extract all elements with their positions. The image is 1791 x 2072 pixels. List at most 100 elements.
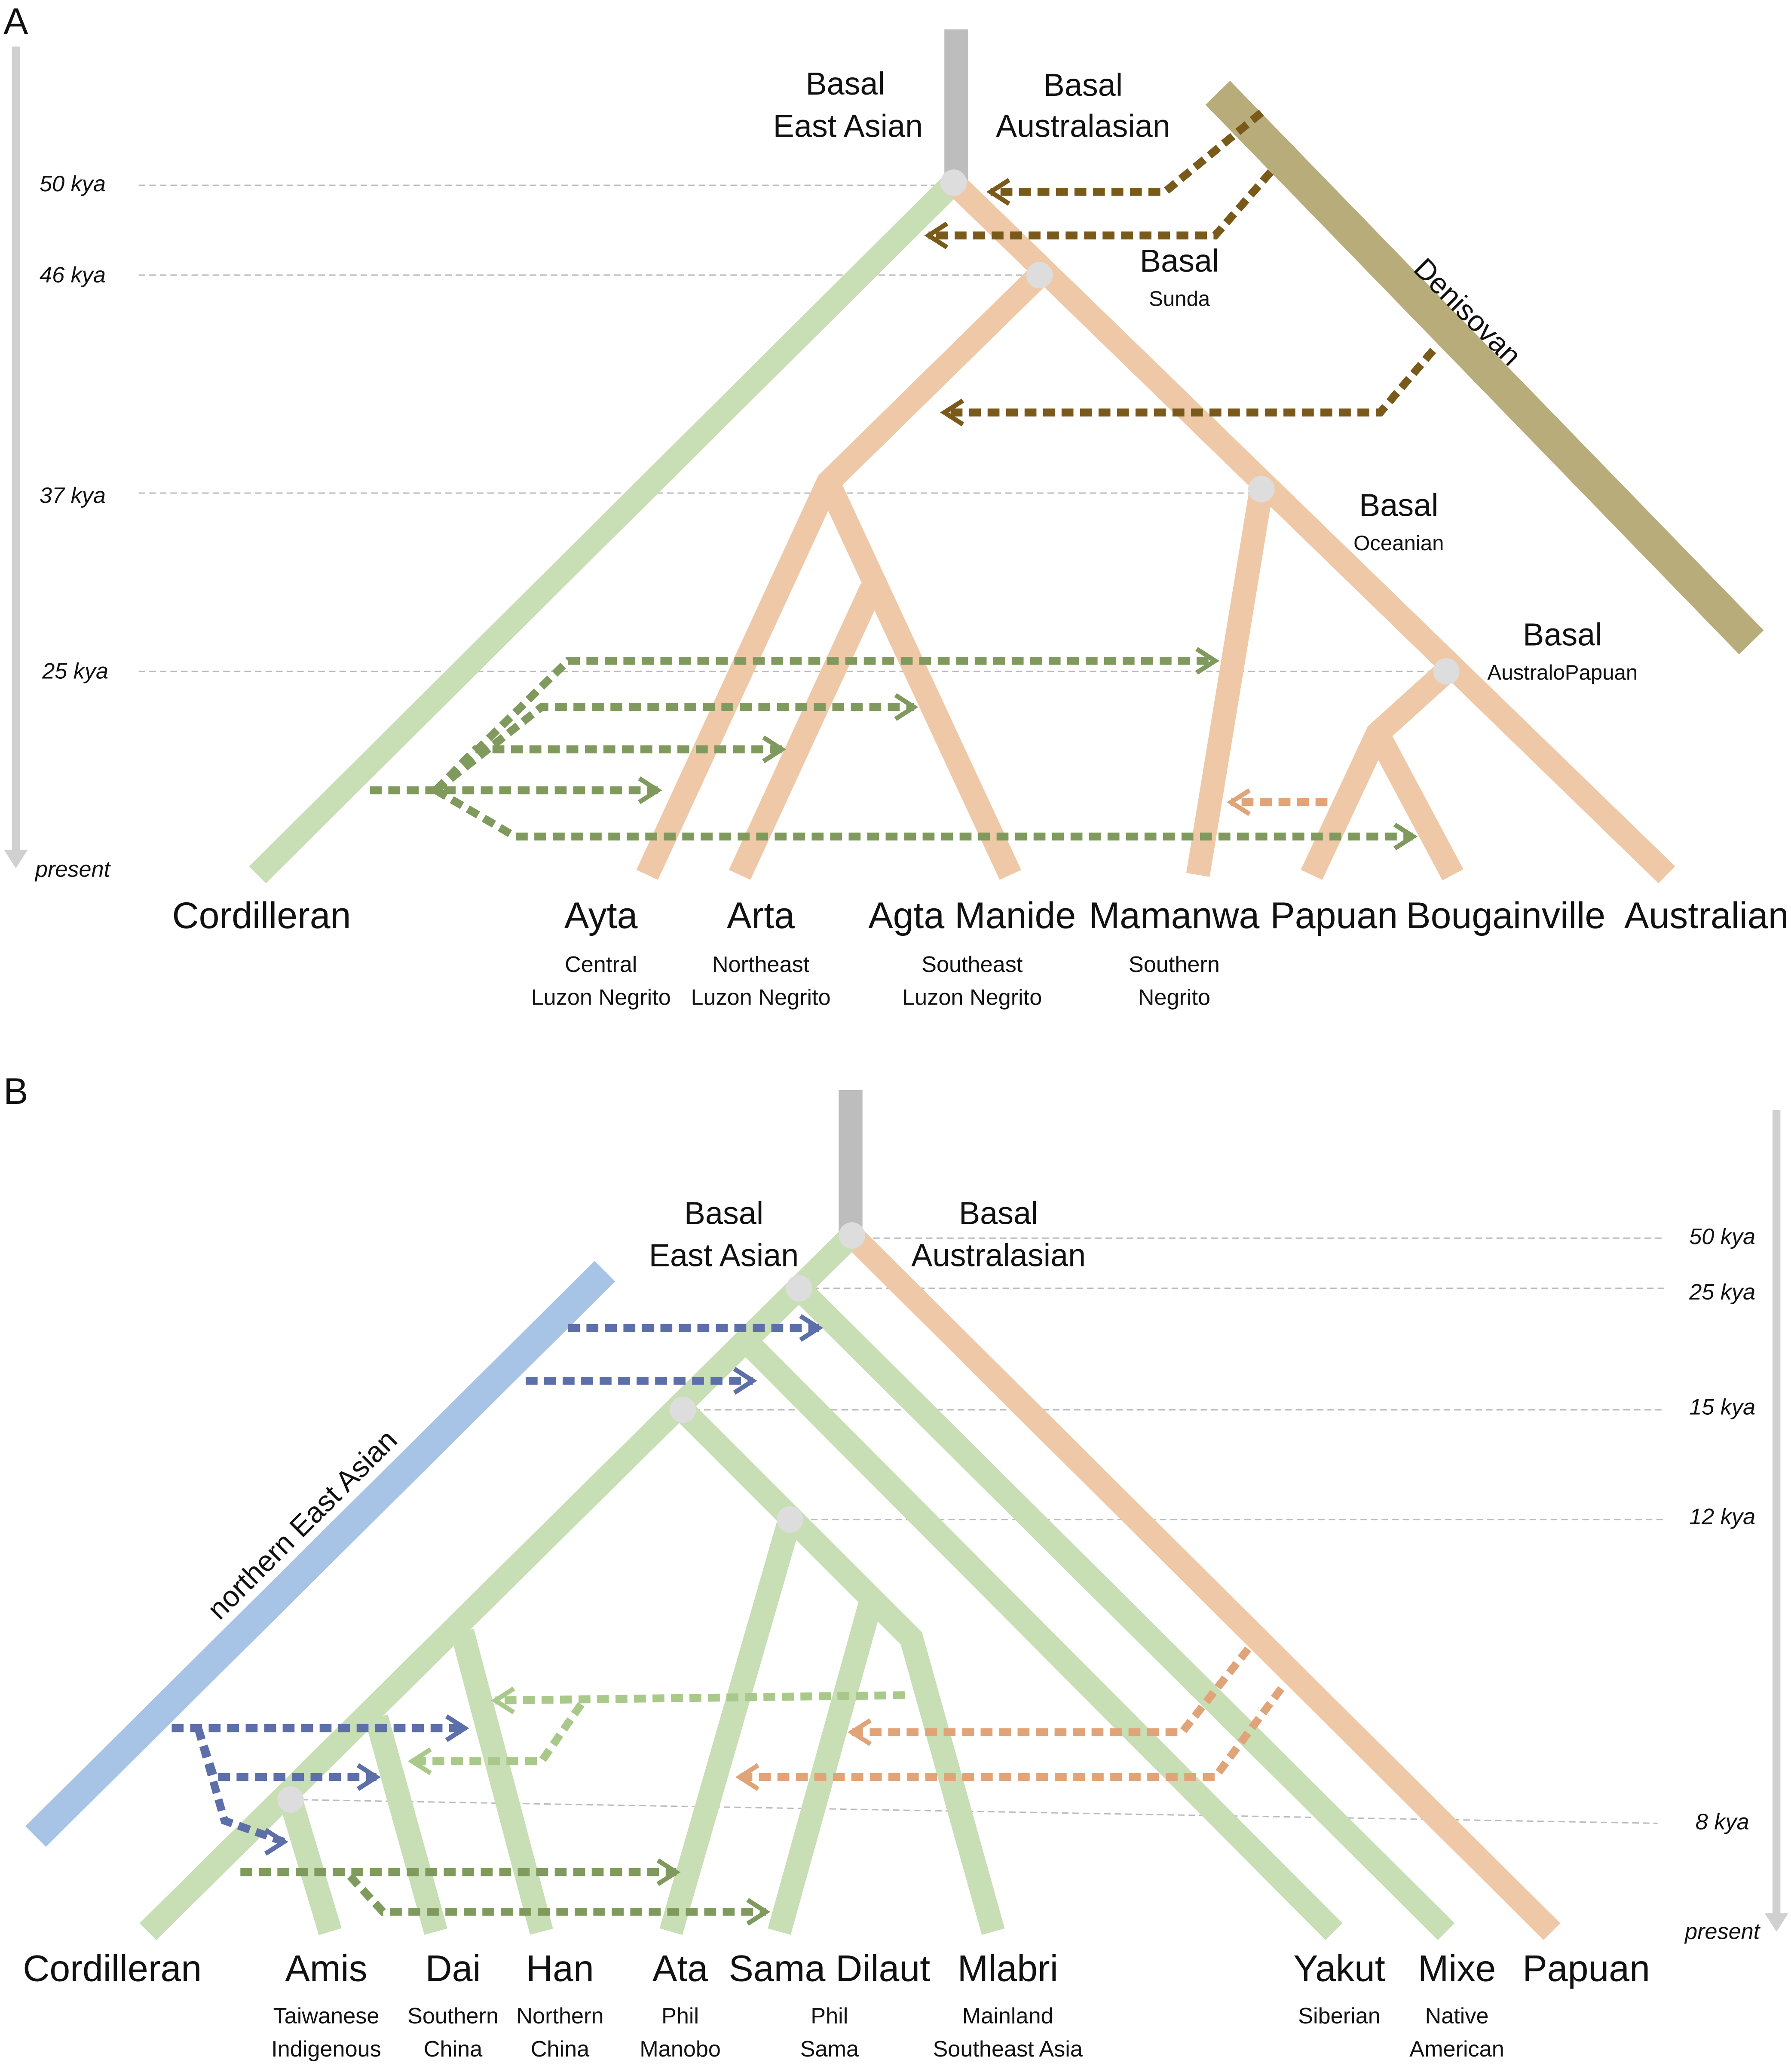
arrow-head bbox=[924, 221, 949, 249]
clade-label: Australasian bbox=[911, 1238, 1086, 1273]
population-name: Cordilleran bbox=[23, 1948, 202, 1989]
population-name: Agta Manide bbox=[868, 895, 1076, 936]
time-label: 37 kya bbox=[40, 483, 106, 508]
clade-label: Basal bbox=[1044, 67, 1123, 103]
time-label: 25 kya bbox=[1689, 1280, 1755, 1305]
arrow-head bbox=[638, 776, 662, 804]
population-name: Han bbox=[526, 1948, 594, 1989]
arrow-head bbox=[491, 1686, 515, 1714]
clade-label: AustraloPapuan bbox=[1487, 661, 1638, 684]
clade-label: Basal bbox=[684, 1195, 763, 1231]
clade-label: East Asian bbox=[649, 1238, 799, 1273]
branch bbox=[1186, 487, 1274, 877]
node bbox=[670, 1396, 696, 1423]
population-description: Taiwanese bbox=[273, 2004, 380, 2029]
gene-flow-arrow bbox=[944, 348, 1436, 417]
gene-flow-arrow bbox=[347, 1873, 766, 1916]
population-name: Papuan bbox=[1270, 895, 1398, 936]
time-label: 15 kya bbox=[1689, 1395, 1755, 1419]
population-name: Yakut bbox=[1293, 1948, 1385, 1989]
gene-flow-arrow bbox=[412, 1702, 585, 1765]
branch bbox=[945, 174, 1675, 883]
branch bbox=[790, 1280, 1455, 1940]
clade-label: Oceanian bbox=[1353, 531, 1444, 555]
arrow-head bbox=[733, 1367, 757, 1395]
population-description: Siberian bbox=[1298, 2004, 1381, 2029]
arrow-head bbox=[735, 1763, 759, 1791]
branch bbox=[729, 583, 883, 880]
population-name: Arta bbox=[727, 895, 795, 936]
branch bbox=[768, 1595, 883, 1935]
branch bbox=[365, 1714, 447, 1935]
clade-label: East Asian bbox=[773, 108, 923, 144]
gene-flow-arrow bbox=[433, 745, 782, 793]
node bbox=[1026, 262, 1053, 288]
population-name: Papuan bbox=[1522, 1948, 1650, 1989]
arrow-head bbox=[656, 1858, 681, 1886]
branch bbox=[659, 1516, 802, 1935]
time-label: 50 kya bbox=[40, 172, 106, 196]
arrow-head bbox=[848, 1718, 872, 1746]
population-description: Luzon Negrito bbox=[902, 985, 1042, 1010]
time-label: 50 kya bbox=[1689, 1224, 1755, 1249]
clade-label: Sunda bbox=[1149, 287, 1210, 310]
archaic-branch bbox=[1205, 81, 1764, 655]
arrow-head bbox=[264, 1828, 288, 1856]
arrow-head bbox=[746, 1898, 771, 1926]
population-description: Phil bbox=[811, 2004, 848, 2029]
gene-flow-arrow bbox=[928, 169, 1274, 239]
branch bbox=[817, 477, 1021, 880]
branch bbox=[1367, 728, 1463, 881]
population-description: Southern bbox=[407, 2004, 499, 2029]
gene-flow-arrow bbox=[434, 787, 1414, 841]
population-description: China bbox=[424, 2037, 483, 2062]
population-name: Ayta bbox=[564, 895, 638, 936]
population-description: Luzon Negrito bbox=[691, 985, 830, 1010]
branch bbox=[279, 1796, 342, 1935]
population-description: Negrito bbox=[1138, 985, 1210, 1010]
arrow-head bbox=[986, 178, 1010, 206]
arrow-head bbox=[762, 735, 787, 763]
node bbox=[839, 1222, 865, 1249]
population-description: Native bbox=[1425, 2004, 1488, 2029]
clade-label: Basal bbox=[959, 1195, 1038, 1231]
population-name: Mlabri bbox=[958, 1948, 1058, 1989]
population-description: Northern bbox=[516, 2004, 603, 2029]
population-description: American bbox=[1409, 2037, 1504, 2062]
population-name: Mixe bbox=[1418, 1948, 1496, 1989]
population-description: Luzon Negrito bbox=[531, 985, 671, 1010]
clade-label: Basal bbox=[1523, 616, 1602, 652]
population-description: Northeast bbox=[712, 952, 810, 977]
clade-label: Australasian bbox=[996, 108, 1170, 144]
node bbox=[940, 169, 967, 196]
gene-flow-arrow bbox=[194, 1727, 285, 1846]
time-label: 8 kya bbox=[1696, 1809, 1749, 1834]
node bbox=[1248, 476, 1275, 503]
population-name: Amis bbox=[285, 1948, 367, 1989]
population-description: China bbox=[531, 2037, 590, 2062]
population-name: Australian bbox=[1624, 895, 1789, 936]
branch bbox=[139, 1227, 860, 1940]
arrow-head bbox=[445, 1714, 469, 1742]
arrow-head bbox=[1227, 788, 1251, 816]
gene-flow-arrow bbox=[495, 1691, 905, 1704]
arrow-head bbox=[940, 398, 964, 426]
population-description: Phil bbox=[661, 2004, 699, 2029]
clade-label: Basal bbox=[1140, 243, 1219, 279]
time-label: 46 kya bbox=[40, 263, 106, 288]
arrow-head bbox=[1393, 822, 1418, 851]
node bbox=[277, 1786, 304, 1813]
population-name: Sama Dilaut bbox=[729, 1948, 931, 1989]
arrow-head bbox=[1195, 647, 1220, 675]
gene-flow-arrow bbox=[990, 109, 1264, 196]
gene-flow-arrow bbox=[194, 1727, 377, 1781]
branch bbox=[738, 1333, 1343, 1940]
branch bbox=[249, 174, 962, 883]
gene-flow-arrow bbox=[739, 1686, 1285, 1781]
time-label: present bbox=[1684, 1919, 1761, 1944]
population-description: Manobo bbox=[640, 2037, 721, 2062]
panel-label: B bbox=[3, 1071, 28, 1112]
branch bbox=[450, 1628, 553, 1935]
